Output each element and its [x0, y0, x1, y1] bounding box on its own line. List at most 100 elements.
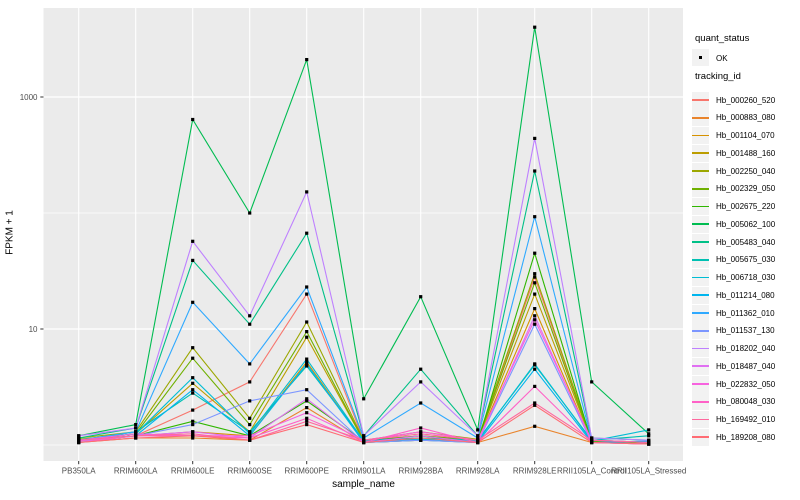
data-point — [533, 215, 537, 219]
data-point — [134, 436, 138, 440]
data-point — [419, 438, 423, 442]
data-point — [77, 438, 81, 442]
data-point — [590, 438, 594, 442]
data-point — [191, 419, 195, 423]
data-point — [305, 388, 309, 392]
data-point — [305, 362, 309, 366]
x-tick-label: RRIM600LA — [114, 467, 158, 476]
data-point — [419, 430, 423, 434]
data-point — [590, 436, 594, 440]
data-point — [134, 430, 138, 434]
data-point — [476, 440, 480, 445]
data-point — [248, 436, 252, 440]
data-point — [419, 367, 423, 371]
data-point — [77, 440, 81, 445]
data-points — [77, 25, 651, 446]
data-point — [419, 436, 423, 440]
data-point — [476, 428, 480, 432]
data-point — [533, 362, 537, 366]
data-point — [362, 438, 366, 442]
data-point — [647, 442, 651, 446]
y-axis-title: FPKM + 1 — [4, 210, 16, 255]
data-point — [77, 436, 81, 440]
x-tick-label: RRIM928BA — [398, 467, 443, 476]
data-point — [647, 428, 651, 432]
data-point — [248, 416, 252, 420]
data-point — [305, 335, 309, 339]
x-tick-label: RRIM600SE — [227, 467, 271, 476]
data-point — [191, 430, 195, 434]
data-point — [134, 432, 138, 436]
data-point — [362, 397, 366, 401]
data-point — [248, 362, 252, 366]
data-point — [476, 438, 480, 442]
data-point — [476, 436, 480, 440]
x-tick-label: RRII105LA_Control — [557, 467, 627, 476]
data-point — [533, 424, 537, 428]
data-point — [248, 434, 252, 438]
data-point — [191, 423, 195, 427]
data-point — [191, 391, 195, 395]
data-point — [305, 360, 309, 364]
data-point — [191, 436, 195, 440]
data-point — [533, 318, 537, 322]
data-point — [647, 432, 651, 436]
data-point — [191, 408, 195, 412]
data-point — [191, 434, 195, 438]
data-point — [191, 388, 195, 392]
data-point — [305, 320, 309, 324]
data-point — [305, 406, 309, 410]
data-point — [362, 440, 366, 445]
data-point — [305, 423, 309, 427]
data-point — [533, 384, 537, 388]
data-point — [191, 376, 195, 380]
data-point — [362, 436, 366, 440]
axis-ticks — [40, 96, 650, 465]
x-tick-label: RRII105LA_Stressed — [611, 467, 686, 476]
data-point — [305, 292, 309, 296]
data-point — [590, 440, 594, 445]
x-tick-labels: PB350LA RRIM600LA RRIM600LE RRIM600SE RRIM60… — [62, 467, 686, 476]
data-point — [647, 438, 651, 442]
data-point — [134, 426, 138, 430]
data-point — [191, 117, 195, 122]
data-point — [533, 136, 537, 140]
data-point — [533, 322, 537, 326]
data-point — [248, 430, 252, 434]
data-point — [248, 399, 252, 403]
data-point — [134, 434, 138, 438]
gridlines-major-x — [78, 8, 650, 461]
x-tick-label: RRIM928LA — [456, 467, 500, 476]
data-point — [533, 401, 537, 405]
data-point — [248, 432, 252, 436]
data-point — [419, 295, 423, 299]
data-point — [533, 403, 537, 407]
data-point — [419, 432, 423, 436]
data-point — [533, 272, 537, 276]
data-point — [533, 281, 537, 285]
data-point — [191, 356, 195, 360]
data-point — [77, 434, 81, 438]
data-point — [191, 300, 195, 304]
data-point — [305, 399, 309, 403]
data-point — [305, 419, 309, 423]
data-point — [248, 423, 252, 427]
data-point — [533, 251, 537, 255]
data-point — [419, 434, 423, 438]
data-point — [305, 231, 309, 235]
data-point — [305, 357, 309, 361]
data-point — [191, 432, 195, 436]
data-point — [191, 258, 195, 262]
data-point — [533, 314, 537, 318]
data-point — [590, 380, 594, 384]
data-point — [647, 434, 651, 438]
data-point — [248, 322, 252, 326]
data-point — [248, 380, 252, 384]
data-point — [419, 401, 423, 405]
data-point — [476, 434, 480, 438]
x-tick-label: RRIM928LE — [513, 467, 557, 476]
y-tick-label: 1000 — [20, 93, 38, 102]
data-point — [191, 381, 195, 385]
data-point — [533, 275, 537, 279]
